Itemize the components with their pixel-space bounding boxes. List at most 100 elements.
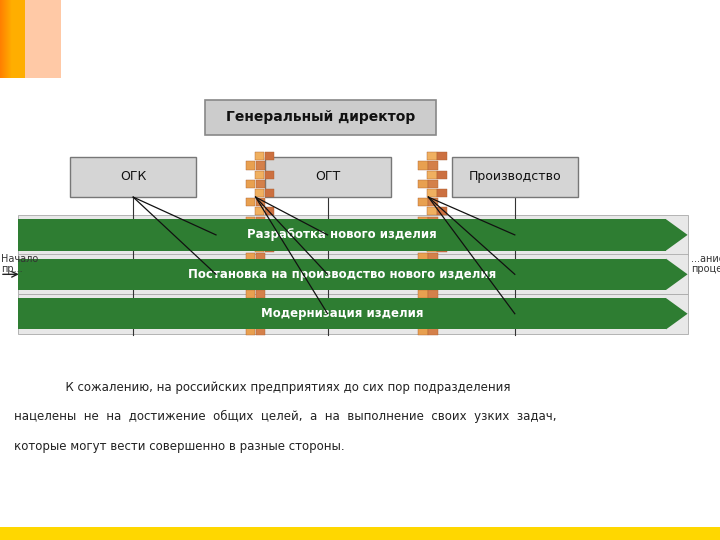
Bar xyxy=(418,180,428,188)
Bar xyxy=(7,0,21,78)
Polygon shape xyxy=(666,298,688,329)
Bar xyxy=(9,0,23,78)
Bar xyxy=(428,235,438,243)
Bar xyxy=(18,219,666,251)
Bar xyxy=(8,0,22,78)
Bar xyxy=(438,262,447,271)
Bar xyxy=(265,262,274,271)
Bar xyxy=(8,0,22,78)
Bar xyxy=(428,253,438,261)
Bar xyxy=(256,253,265,261)
Bar xyxy=(1,0,15,78)
Bar xyxy=(246,253,255,261)
Bar xyxy=(3,0,17,78)
Bar xyxy=(428,226,437,234)
Bar xyxy=(265,281,274,289)
Bar xyxy=(256,217,265,225)
Bar xyxy=(256,290,265,298)
Bar xyxy=(428,272,438,280)
Bar xyxy=(255,318,264,326)
Text: нацелены  не  на  достижение  общих  целей,  а  на  выполнение  своих  узких  за: нацелены не на достижение общих целей, а… xyxy=(14,410,557,423)
Bar xyxy=(6,0,20,78)
Bar xyxy=(265,226,274,234)
Bar xyxy=(428,308,438,316)
Bar xyxy=(418,308,428,316)
Bar xyxy=(265,189,274,197)
Bar xyxy=(18,298,666,329)
Bar xyxy=(452,157,577,197)
Bar xyxy=(438,299,447,307)
Text: К сожалению, на российских предприятиях до сих пор подразделения: К сожалению, на российских предприятиях … xyxy=(43,381,510,394)
Bar xyxy=(0,526,720,540)
Bar xyxy=(428,161,438,170)
Bar xyxy=(9,0,22,78)
Text: Начало: Начало xyxy=(1,254,38,264)
Text: Разработка нового изделия: Разработка нового изделия xyxy=(247,228,437,241)
Text: Постановка на производство нового изделия: Постановка на производство нового издели… xyxy=(188,268,496,281)
Bar xyxy=(6,0,20,78)
Bar xyxy=(0,0,14,78)
Bar xyxy=(418,290,428,298)
Bar xyxy=(1,0,14,78)
Bar xyxy=(428,189,437,197)
Polygon shape xyxy=(666,259,688,290)
Bar xyxy=(18,294,688,334)
Bar xyxy=(255,189,264,197)
Bar xyxy=(10,0,23,78)
Bar xyxy=(438,244,447,252)
Bar xyxy=(255,262,264,271)
Bar xyxy=(255,299,264,307)
Bar xyxy=(438,171,447,179)
Bar xyxy=(256,327,265,335)
Bar xyxy=(246,272,255,280)
Bar xyxy=(438,226,447,234)
Bar xyxy=(1,0,15,78)
Bar xyxy=(2,0,16,78)
Bar xyxy=(265,171,274,179)
Bar xyxy=(9,0,22,78)
Bar xyxy=(246,161,255,170)
Bar xyxy=(6,0,19,78)
Bar xyxy=(428,180,438,188)
Bar xyxy=(4,0,18,78)
Bar xyxy=(246,217,255,225)
Bar xyxy=(428,244,437,252)
Bar xyxy=(246,308,255,316)
Bar xyxy=(4,0,17,78)
Bar xyxy=(2,0,15,78)
Bar xyxy=(256,235,265,243)
Bar xyxy=(3,0,17,78)
Bar xyxy=(9,0,22,78)
Bar xyxy=(418,235,428,243)
Bar xyxy=(1,0,14,78)
Bar xyxy=(18,254,688,294)
Bar xyxy=(4,0,17,78)
Bar xyxy=(4,0,18,78)
Bar xyxy=(12,0,25,78)
Bar xyxy=(418,327,428,335)
Bar xyxy=(246,290,255,298)
Bar xyxy=(3,0,16,78)
Bar xyxy=(265,299,274,307)
Bar xyxy=(71,157,196,197)
Bar xyxy=(438,281,447,289)
Bar xyxy=(265,157,390,197)
Bar xyxy=(428,171,437,179)
Bar xyxy=(5,0,19,78)
Bar xyxy=(255,152,264,160)
Bar xyxy=(256,161,265,170)
Bar xyxy=(438,189,447,197)
Bar xyxy=(5,0,19,78)
Bar xyxy=(9,0,22,78)
Bar xyxy=(256,272,265,280)
Bar xyxy=(1,0,14,78)
Bar xyxy=(265,244,274,252)
Bar xyxy=(1,0,15,78)
Text: Модернизация изделия: Модернизация изделия xyxy=(261,307,423,320)
Bar xyxy=(9,0,22,78)
Bar xyxy=(428,281,437,289)
Bar xyxy=(11,0,24,78)
Bar xyxy=(418,272,428,280)
Text: процесса: процесса xyxy=(691,264,720,274)
Bar xyxy=(255,244,264,252)
